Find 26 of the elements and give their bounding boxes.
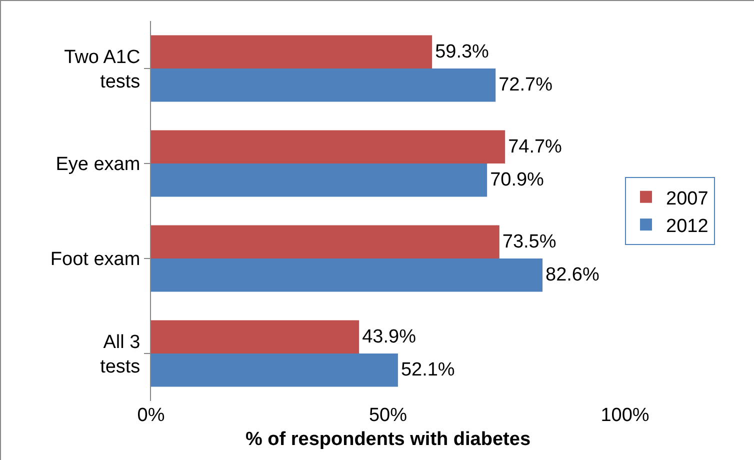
data-label: 43.9% <box>362 326 416 348</box>
x-axis-title: % of respondents with diabetes <box>245 428 531 450</box>
bar <box>151 35 432 68</box>
data-label: 52.1% <box>400 360 455 381</box>
bar <box>151 258 543 292</box>
data-label: 59.3% <box>435 41 490 62</box>
bar <box>151 130 506 164</box>
y-tick-label: All 3 tests <box>100 332 140 378</box>
bar <box>151 68 496 102</box>
x-tick-label: 100% <box>600 405 650 426</box>
data-label: 74.7% <box>508 136 562 158</box>
y-tick-label: Foot exam <box>50 249 140 270</box>
y-tick-label: Eye exam <box>56 154 140 176</box>
x-tick-label: 50% <box>368 405 408 426</box>
legend-label: 2012 <box>666 216 708 237</box>
data-label: 73.5% <box>502 231 556 252</box>
data-label: 72.7% <box>498 74 553 96</box>
bar <box>151 354 398 387</box>
x-tick-label: 0% <box>137 405 165 426</box>
bar <box>151 225 500 258</box>
legend-label: 2007 <box>666 188 708 210</box>
bar <box>151 164 488 197</box>
bar <box>151 320 360 354</box>
data-label: 82.6% <box>546 264 600 286</box>
data-label: 70.9% <box>490 170 544 191</box>
y-tick-label: Two A1C tests <box>64 46 140 92</box>
